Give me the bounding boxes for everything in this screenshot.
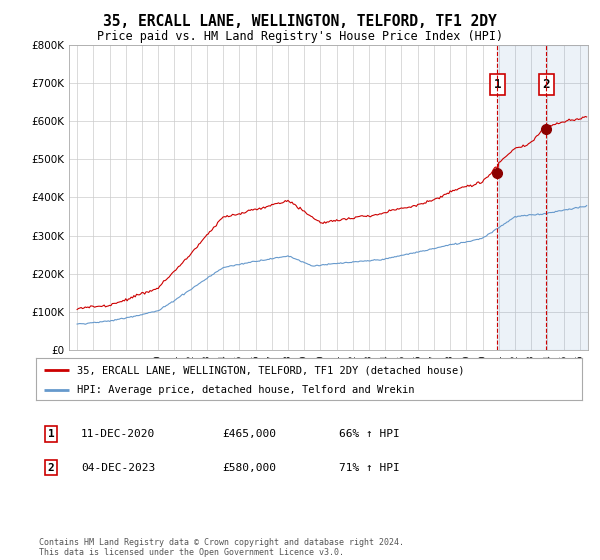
Text: 04-DEC-2023: 04-DEC-2023 (81, 463, 155, 473)
Bar (497, 45, 588, 350)
Text: 2: 2 (542, 78, 550, 91)
Text: 11-DEC-2020: 11-DEC-2020 (81, 429, 155, 439)
Text: Price paid vs. HM Land Registry's House Price Index (HPI): Price paid vs. HM Land Registry's House … (97, 30, 503, 43)
Text: £465,000: £465,000 (222, 429, 276, 439)
Text: £580,000: £580,000 (222, 463, 276, 473)
Text: 66% ↑ HPI: 66% ↑ HPI (339, 429, 400, 439)
Text: 35, ERCALL LANE, WELLINGTON, TELFORD, TF1 2DY (detached house): 35, ERCALL LANE, WELLINGTON, TELFORD, TF… (77, 365, 464, 375)
Text: 1: 1 (47, 429, 55, 439)
Text: 71% ↑ HPI: 71% ↑ HPI (339, 463, 400, 473)
Text: Contains HM Land Registry data © Crown copyright and database right 2024.
This d: Contains HM Land Registry data © Crown c… (39, 538, 404, 557)
Text: 35, ERCALL LANE, WELLINGTON, TELFORD, TF1 2DY: 35, ERCALL LANE, WELLINGTON, TELFORD, TF… (103, 14, 497, 29)
Text: HPI: Average price, detached house, Telford and Wrekin: HPI: Average price, detached house, Telf… (77, 385, 415, 395)
Text: 1: 1 (494, 78, 501, 91)
Text: 2: 2 (47, 463, 55, 473)
